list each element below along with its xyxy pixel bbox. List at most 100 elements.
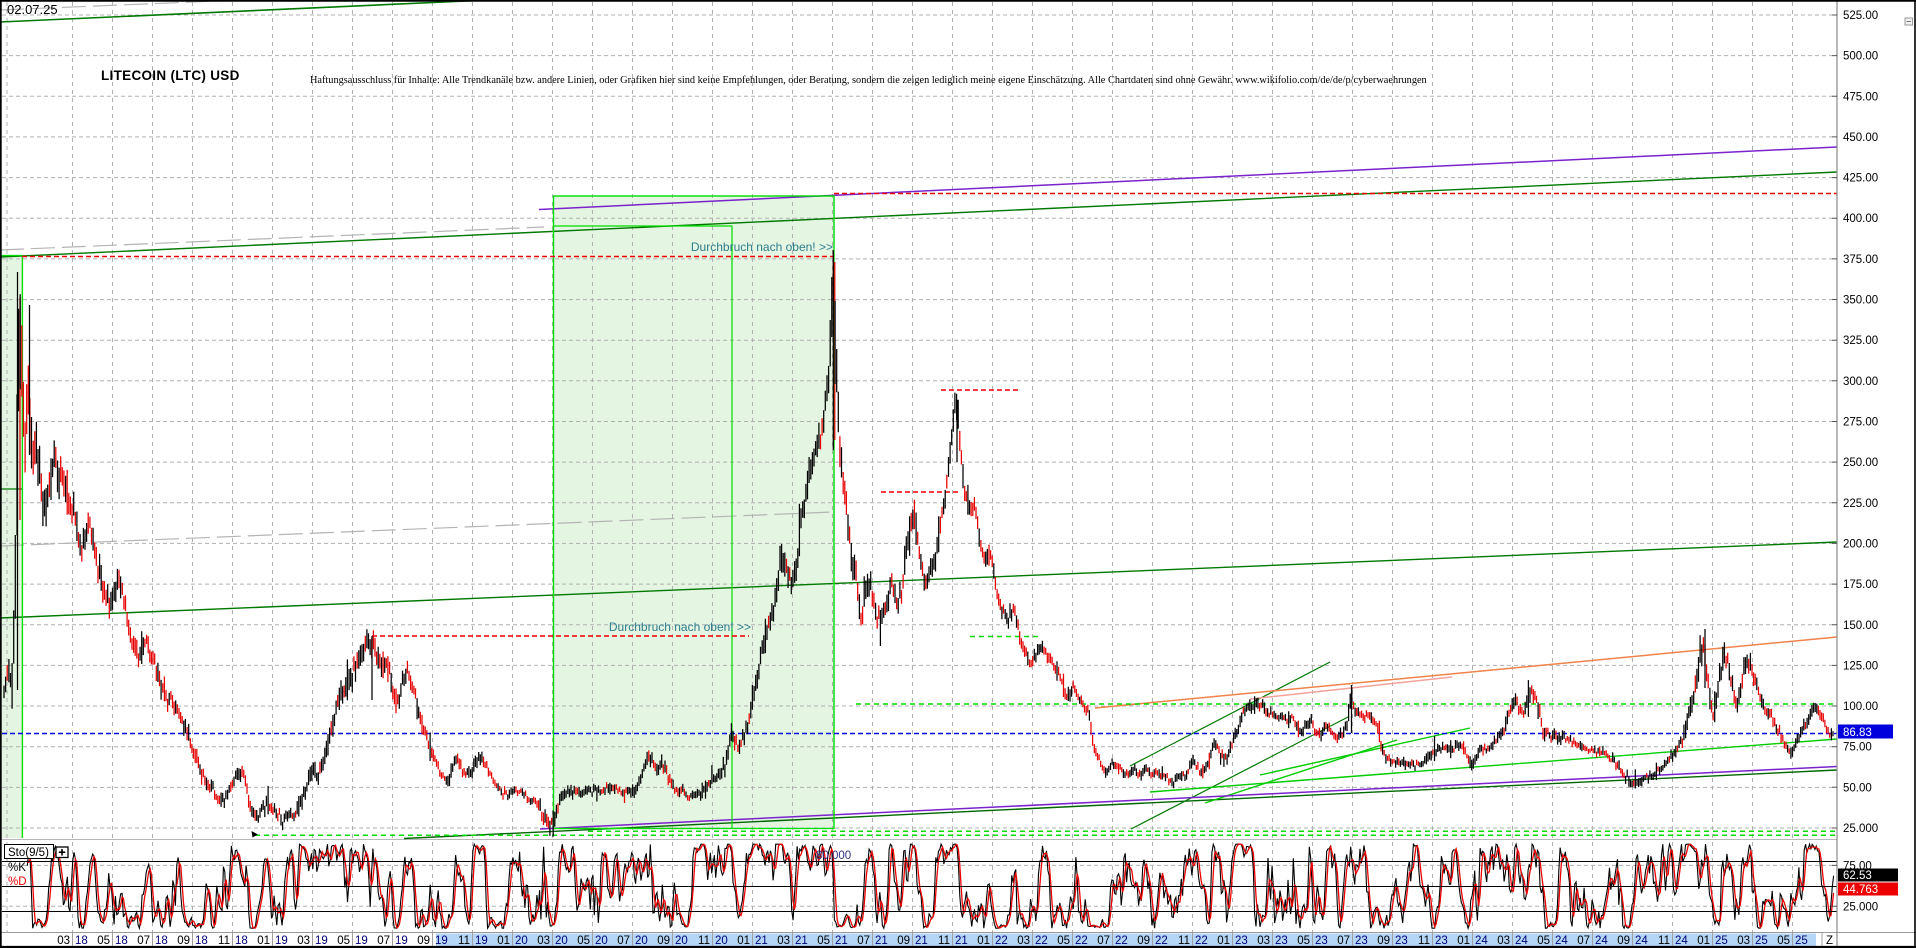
svg-text:19: 19	[435, 935, 448, 947]
svg-text:09: 09	[657, 935, 670, 947]
svg-text:24: 24	[1635, 935, 1648, 947]
svg-text:20: 20	[595, 935, 608, 947]
svg-text:200.00: 200.00	[1843, 538, 1878, 550]
svg-text:24: 24	[1675, 935, 1688, 947]
svg-text:44.763: 44.763	[1843, 884, 1878, 896]
svg-text:05: 05	[1297, 935, 1310, 947]
svg-text:275.00: 275.00	[1843, 417, 1878, 429]
svg-text:05: 05	[97, 935, 110, 947]
svg-text:25: 25	[1755, 935, 1768, 947]
svg-text:21: 21	[915, 935, 928, 947]
svg-text:03: 03	[1737, 935, 1750, 947]
svg-text:01: 01	[257, 935, 270, 947]
svg-text:01: 01	[737, 935, 750, 947]
svg-text:07: 07	[857, 935, 870, 947]
svg-text:01: 01	[977, 935, 990, 947]
svg-text:09: 09	[1617, 935, 1630, 947]
svg-text:20: 20	[515, 935, 528, 947]
svg-text:20: 20	[555, 935, 568, 947]
svg-text:05: 05	[1057, 935, 1070, 947]
svg-text:03: 03	[297, 935, 310, 947]
svg-text:22: 22	[1115, 935, 1128, 947]
svg-text:07: 07	[1577, 935, 1590, 947]
svg-text:05: 05	[1777, 935, 1790, 947]
svg-text:18: 18	[155, 935, 168, 947]
svg-text:07: 07	[377, 935, 390, 947]
svg-text:150.00: 150.00	[1843, 620, 1878, 632]
svg-text:21: 21	[955, 935, 968, 947]
svg-text:50.00: 50.00	[1843, 782, 1872, 794]
svg-text:05: 05	[577, 935, 590, 947]
svg-text:86.83: 86.83	[1843, 727, 1872, 739]
svg-text:325.00: 325.00	[1843, 335, 1878, 347]
svg-text:125.00: 125.00	[1843, 660, 1878, 672]
svg-text:23: 23	[1275, 935, 1288, 947]
svg-text:19: 19	[355, 935, 368, 947]
svg-text:25.000: 25.000	[1843, 823, 1878, 835]
svg-text:Z: Z	[1826, 935, 1833, 947]
svg-text:09: 09	[897, 935, 910, 947]
svg-text:%K: %K	[8, 862, 26, 874]
svg-text:500.00: 500.00	[1843, 51, 1878, 63]
svg-text:07: 07	[617, 935, 630, 947]
svg-text:375.00: 375.00	[1843, 254, 1878, 266]
svg-text:80.000: 80.000	[816, 850, 851, 862]
svg-text:Haftungsausschluss für Inhalte: Haftungsausschluss für Inhalte: Alle Tre…	[310, 75, 1427, 86]
svg-text:21: 21	[755, 935, 768, 947]
svg-text:19: 19	[395, 935, 408, 947]
svg-text:01: 01	[497, 935, 510, 947]
svg-text:20: 20	[715, 935, 728, 947]
svg-text:22: 22	[1155, 935, 1168, 947]
svg-text:09: 09	[177, 935, 190, 947]
svg-text:23: 23	[1235, 935, 1248, 947]
svg-text:09: 09	[417, 935, 430, 947]
svg-text:03: 03	[537, 935, 550, 947]
svg-text:20: 20	[675, 935, 688, 947]
svg-text:11: 11	[458, 935, 470, 947]
svg-text:18: 18	[75, 935, 88, 947]
svg-text:25.000: 25.000	[1843, 901, 1878, 913]
svg-text:02.07.25: 02.07.25	[7, 2, 58, 17]
svg-text:09: 09	[1377, 935, 1390, 947]
svg-text:225.00: 225.00	[1843, 498, 1878, 510]
svg-text:23: 23	[1355, 935, 1368, 947]
svg-text:425.00: 425.00	[1843, 173, 1878, 185]
svg-text:03: 03	[1017, 935, 1030, 947]
svg-text:250.00: 250.00	[1843, 457, 1878, 469]
svg-text:07: 07	[1097, 935, 1110, 947]
svg-text:21: 21	[835, 935, 848, 947]
svg-text:475.00: 475.00	[1843, 91, 1878, 103]
svg-text:11: 11	[1418, 935, 1430, 947]
svg-text:05: 05	[337, 935, 350, 947]
svg-text:19: 19	[275, 935, 288, 947]
svg-text:350.00: 350.00	[1843, 295, 1878, 307]
svg-text:05: 05	[1537, 935, 1550, 947]
svg-text:01: 01	[1457, 935, 1470, 947]
svg-text:20: 20	[635, 935, 648, 947]
svg-text:03: 03	[777, 935, 790, 947]
svg-text:22: 22	[995, 935, 1008, 947]
svg-text:23: 23	[1435, 935, 1448, 947]
svg-text:01: 01	[1217, 935, 1230, 947]
svg-text:11: 11	[1178, 935, 1190, 947]
svg-text:24: 24	[1595, 935, 1608, 947]
svg-text:450.00: 450.00	[1843, 132, 1878, 144]
svg-text:22: 22	[1195, 935, 1208, 947]
svg-text:03: 03	[1257, 935, 1270, 947]
svg-text:21: 21	[795, 935, 808, 947]
svg-text:Durchbruch nach oben! >>: Durchbruch nach oben! >>	[609, 620, 751, 634]
svg-text:09: 09	[1137, 935, 1150, 947]
svg-text:22: 22	[1075, 935, 1088, 947]
svg-text:LITECOIN (LTC) USD: LITECOIN (LTC) USD	[101, 68, 240, 83]
svg-text:18: 18	[195, 935, 208, 947]
svg-text:525.00: 525.00	[1843, 10, 1878, 22]
svg-text:11: 11	[938, 935, 950, 947]
svg-text:23: 23	[1315, 935, 1328, 947]
svg-text:24: 24	[1475, 935, 1488, 947]
svg-text:Sto(9/5): Sto(9/5)	[8, 847, 49, 859]
svg-text:07: 07	[137, 935, 150, 947]
svg-text:19: 19	[315, 935, 328, 947]
svg-text:19: 19	[475, 935, 488, 947]
svg-text:62.53: 62.53	[1843, 870, 1872, 882]
svg-text:23: 23	[1395, 935, 1408, 947]
